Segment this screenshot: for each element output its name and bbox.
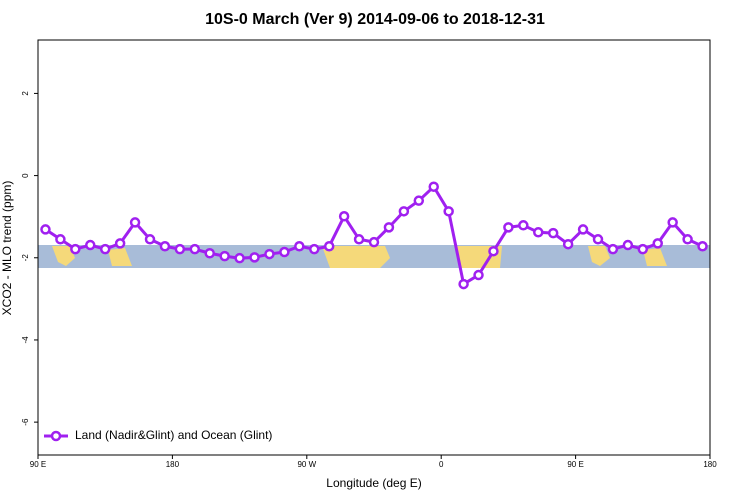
data-point <box>398 206 410 217</box>
data-point <box>40 224 51 235</box>
x-tick-label: 90 E <box>30 460 46 469</box>
x-tick-label: 0 <box>439 460 444 469</box>
data-point <box>428 181 439 192</box>
map-land <box>108 248 132 266</box>
data-point <box>368 236 380 248</box>
x-tick-label: 180 <box>703 460 717 469</box>
chart-title: 10S-0 March (Ver 9) 2014-09-06 to 2018-1… <box>205 11 545 28</box>
data-point <box>174 243 186 255</box>
data-point <box>309 243 320 255</box>
data-point <box>458 278 469 290</box>
data-point <box>413 195 425 206</box>
data-point <box>159 241 171 252</box>
data-point <box>562 238 574 250</box>
data-point <box>533 227 544 238</box>
data-point <box>249 252 260 263</box>
data-point <box>144 234 156 245</box>
legend-marker <box>50 430 62 442</box>
data-point <box>547 227 559 239</box>
data-point <box>353 234 365 245</box>
series-line <box>44 184 704 287</box>
data-point <box>383 222 395 233</box>
data-point <box>294 241 305 252</box>
x-tick-label: 90 E <box>567 460 583 469</box>
y-tick-label: -4 <box>21 336 30 344</box>
data-point <box>114 238 126 249</box>
data-point <box>652 238 663 249</box>
data-point <box>204 248 215 259</box>
map-land <box>52 246 75 266</box>
data-point <box>518 220 529 231</box>
data-point <box>70 243 81 255</box>
data-point <box>682 234 693 245</box>
y-tick-label: -6 <box>21 418 30 426</box>
data-point <box>667 217 678 228</box>
data-point <box>55 234 66 245</box>
data-point <box>577 224 589 235</box>
data-point <box>189 243 201 255</box>
data-point <box>323 241 335 252</box>
data-point <box>592 234 604 245</box>
plot-frame <box>37 39 711 456</box>
y-tick-label: 0 <box>21 173 30 178</box>
legend-label: Land (Nadir&Glint) and Ocean (Glint) <box>75 428 272 442</box>
x-axis-label: Longitude (deg E) <box>326 476 421 490</box>
data-point <box>85 239 96 251</box>
data-point <box>219 250 230 262</box>
y-axis-label: XCO2 - MLO trend (ppm) <box>0 181 14 316</box>
data-point <box>697 241 708 252</box>
data-point <box>129 217 141 228</box>
data-point <box>473 269 484 281</box>
map-land <box>588 246 610 266</box>
data-point <box>99 243 111 255</box>
data-point <box>234 252 245 264</box>
data-point <box>637 243 649 255</box>
data-point <box>503 222 514 233</box>
x-tick-label: 180 <box>166 460 180 469</box>
map-land <box>643 248 667 266</box>
data-point <box>622 239 634 251</box>
y-tick-label: -2 <box>21 254 30 262</box>
data-point <box>443 206 454 217</box>
data-point <box>264 248 275 260</box>
x-tick-label: 90 W <box>297 460 316 469</box>
data-point <box>338 211 350 222</box>
map-land <box>322 246 390 268</box>
data-point <box>279 246 290 258</box>
y-tick-label: 2 <box>21 91 30 96</box>
data-point <box>607 243 619 255</box>
data-point <box>488 245 499 257</box>
